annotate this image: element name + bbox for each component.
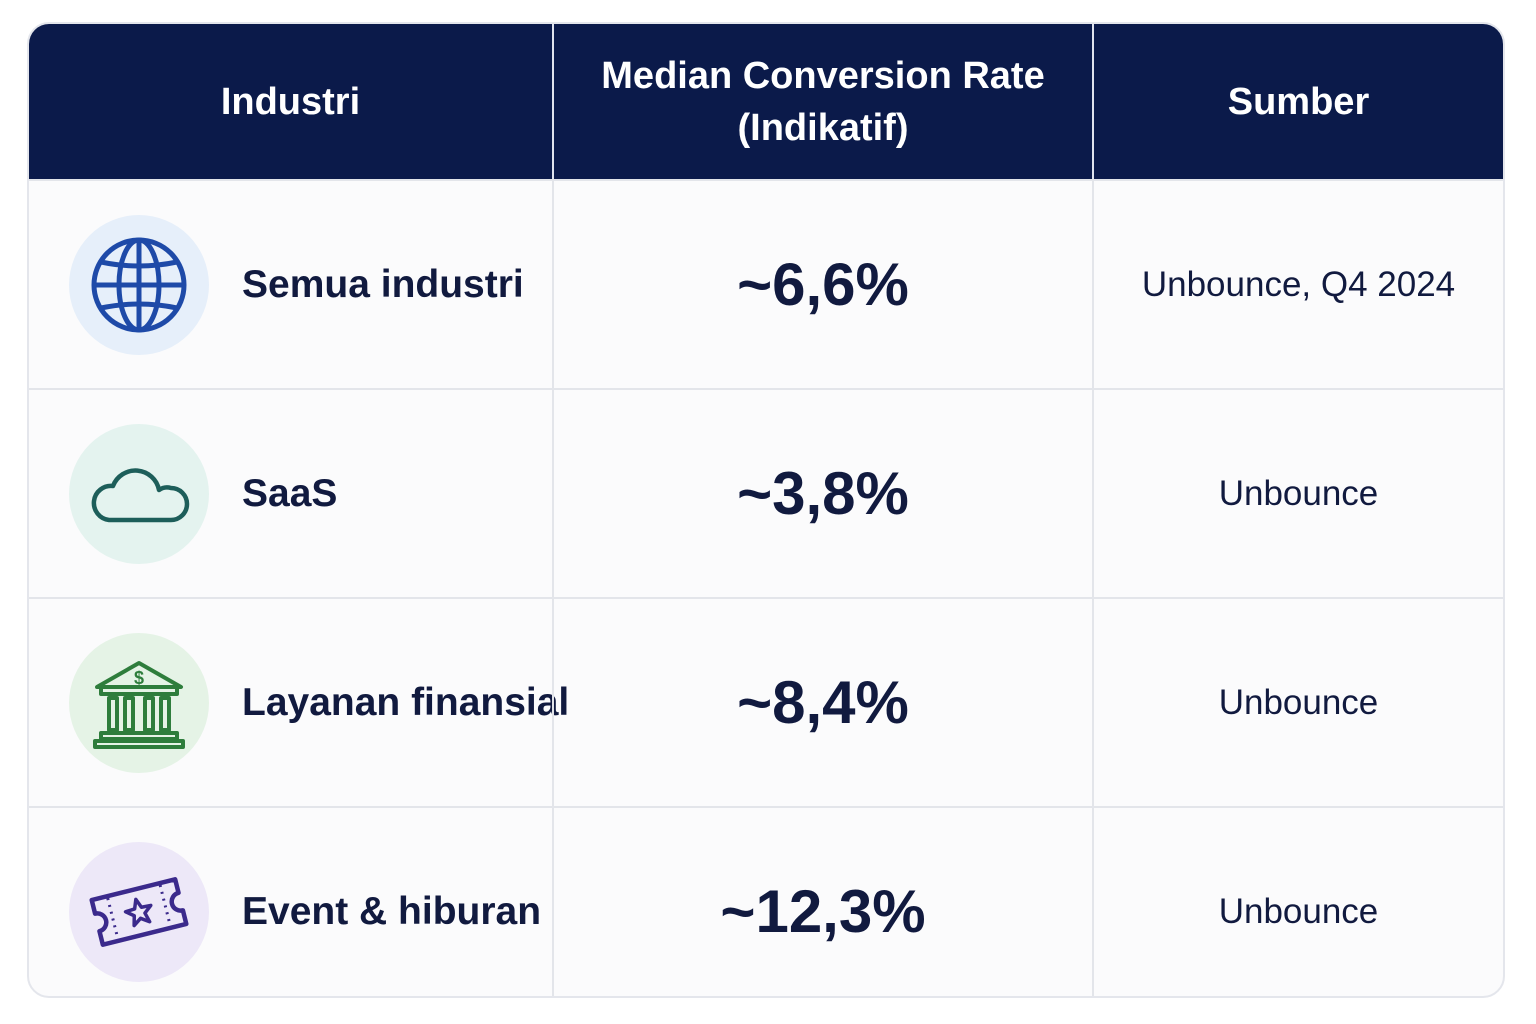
rate-value: ~12,3% (552, 808, 1092, 996)
table-row: Semua industri ~6,6% Unbounce, Q4 2024 (29, 179, 1503, 388)
table-header: Industri Median Conversion Rate (Indikat… (29, 24, 1503, 179)
table-row: Event & hiburan ~12,3% Unbounce (29, 806, 1503, 996)
table-row: $ Layanan finansial ~8,4% Unbounce (29, 597, 1503, 806)
header-sumber: Sumber (1092, 24, 1503, 179)
header-industri: Industri (29, 24, 552, 179)
header-median-conversion-rate: Median Conversion Rate (Indikatif) (552, 24, 1092, 179)
industry-cell: Event & hiburan (29, 808, 552, 996)
header-industri-label: Industri (220, 80, 361, 123)
rate-value: ~3,8% (552, 390, 1092, 597)
industry-cell: $ Layanan finansial (29, 599, 569, 806)
table-row: SaaS ~3,8% Unbounce (29, 388, 1503, 597)
industry-name: Layanan finansial (242, 680, 570, 724)
rate-value: ~6,6% (552, 181, 1092, 388)
cloud-icon (69, 423, 209, 564)
industry-name: Event & hiburan (242, 889, 542, 933)
header-sumber-label: Sumber (1227, 80, 1370, 123)
source-value: Unbounce (1092, 599, 1503, 806)
source-value: Unbounce (1092, 808, 1503, 996)
source-value: Unbounce, Q4 2024 (1092, 181, 1503, 388)
header-rate-label: Median Conversion Rate (601, 54, 1045, 97)
industry-cell: Semua industri (29, 181, 552, 388)
industry-name: SaaS (242, 471, 338, 515)
industry-cell: SaaS (29, 390, 552, 597)
ticket-icon (69, 841, 209, 982)
conversion-rate-table: Industri Median Conversion Rate (Indikat… (27, 22, 1505, 998)
source-value: Unbounce (1092, 390, 1503, 597)
bank-icon: $ (69, 632, 209, 773)
svg-text:$: $ (134, 668, 144, 688)
globe-icon (69, 214, 209, 355)
industry-name: Semua industri (242, 262, 524, 306)
rate-value: ~8,4% (552, 599, 1092, 806)
header-rate-sublabel: (Indikatif) (737, 106, 909, 149)
